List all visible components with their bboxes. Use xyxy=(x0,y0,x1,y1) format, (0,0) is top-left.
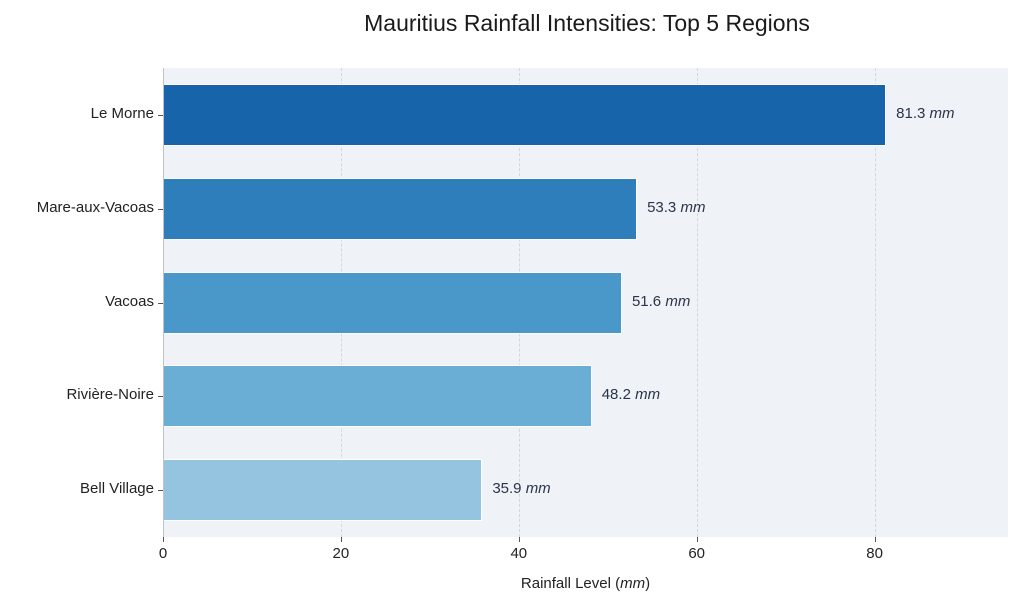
chart-title: Mauritius Rainfall Intensities: Top 5 Re… xyxy=(364,10,810,36)
y-tick-label: Vacoas xyxy=(105,292,154,310)
x-tick-label: 0 xyxy=(158,545,168,562)
bar xyxy=(163,271,622,334)
y-axis-line xyxy=(163,68,164,538)
plot-area: 81.3 mm 53.3 mm 51.6 mm 48.2 mm 35.9 mm xyxy=(163,68,1008,537)
y-tick-label: Bell Village xyxy=(80,480,154,498)
x-tick-label: 80 xyxy=(866,545,883,562)
x-tick xyxy=(696,537,698,542)
x-axis-label: Rainfall Level (mm) xyxy=(520,575,651,592)
value-label: 51.6 mm xyxy=(631,292,691,310)
value-label: 81.3 mm xyxy=(896,104,955,122)
value-label: 53.3 mm xyxy=(647,198,706,216)
grid-line xyxy=(874,68,876,537)
x-tick-label: 20 xyxy=(332,545,350,562)
x-tick xyxy=(163,537,164,542)
y-tick xyxy=(158,208,163,210)
y-tick-label: Rivière-Noire xyxy=(66,386,154,404)
y-tick xyxy=(158,302,163,304)
bar xyxy=(163,177,638,240)
y-tick xyxy=(158,490,163,492)
x-tick-label: 40 xyxy=(510,545,528,562)
bar xyxy=(163,365,592,428)
y-tick-label: Le Morne xyxy=(90,104,154,122)
x-tick-label: 60 xyxy=(688,545,706,562)
bar xyxy=(163,83,887,146)
x-tick xyxy=(874,537,876,542)
bar xyxy=(163,459,483,522)
value-label: 48.2 mm xyxy=(601,386,661,404)
value-label: 35.9 mm xyxy=(492,480,551,498)
x-tick xyxy=(518,537,520,542)
y-tick-label: Mare-aux-Vacoas xyxy=(36,198,154,216)
grid-line xyxy=(696,68,698,537)
x-tick xyxy=(340,537,342,542)
y-tick xyxy=(158,114,163,116)
y-tick xyxy=(158,396,163,398)
